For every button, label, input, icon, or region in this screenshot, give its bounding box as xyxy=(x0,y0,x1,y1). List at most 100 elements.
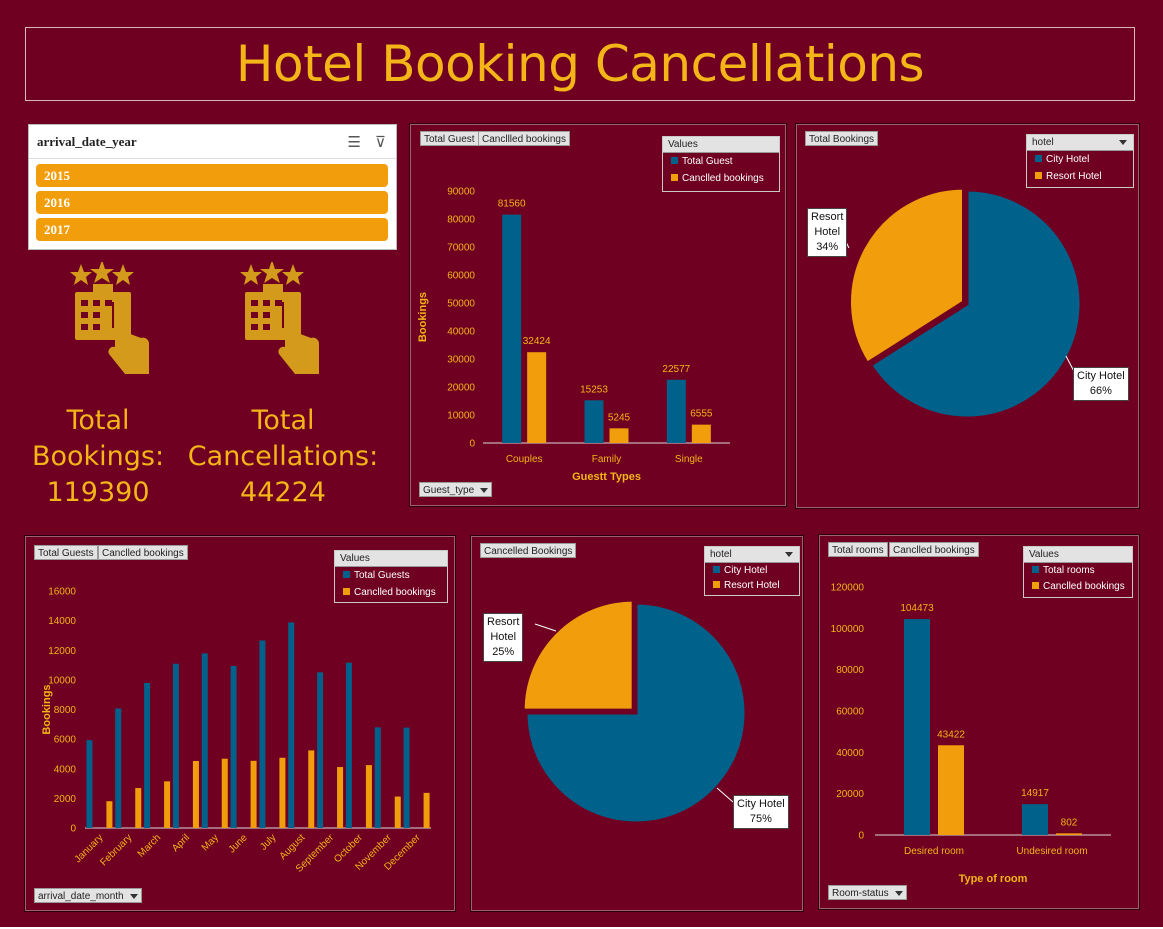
guest-type-filter-dropdown[interactable]: Guest_type xyxy=(419,482,493,497)
x-tick-label: May xyxy=(200,832,221,853)
hotel-filter-dropdown[interactable]: hotel xyxy=(705,547,799,563)
legend-item: Canclled bookings xyxy=(1024,579,1132,595)
pie2-legend[interactable]: hotel City Hotel Resort Hotel xyxy=(704,546,800,596)
data-label: 22577 xyxy=(662,364,690,375)
monthly-bookings-chart-panel: 0 2000 4000 6000 8000 10000 12000 14000 16000 Jan… xyxy=(24,535,456,912)
year-slicer[interactable]: arrival_date_year ☰ ⊽ 2015 2016 2017 xyxy=(28,124,397,250)
legend-title: Values xyxy=(663,137,779,153)
y-tick-label: 30000 xyxy=(447,355,475,366)
y-tick-label: 20000 xyxy=(836,789,864,800)
bar-canclled-bookings xyxy=(337,767,344,828)
legend-item: Total Guest xyxy=(663,153,779,170)
x-axis-title: Type of room xyxy=(959,873,1028,885)
y-tick-label: 20000 xyxy=(447,383,475,394)
kpi-total-cancellations: Total Cancellations: 44224 xyxy=(183,403,383,511)
pie-slice-resort-hotel xyxy=(521,598,635,712)
bar-canclled-bookings xyxy=(192,760,199,828)
data-label: 14917 xyxy=(1021,788,1049,799)
bar-canclled-bookings xyxy=(394,796,401,828)
y-tick-label: 10000 xyxy=(447,411,475,422)
kpi-total-bookings: Total Bookings: 119390 xyxy=(18,403,178,511)
slicer-item-2015[interactable]: 2015 xyxy=(36,164,388,187)
bar-canclled-bookings xyxy=(250,760,257,828)
y-tick-label: 60000 xyxy=(836,707,864,718)
field-button-total-rooms[interactable]: Total rooms xyxy=(828,542,888,557)
field-button-total-bookings[interactable]: Total Bookings xyxy=(805,131,879,146)
data-label: 6555 xyxy=(690,409,713,420)
bar-total-guest xyxy=(584,400,604,443)
bar-canclled-bookings xyxy=(164,781,171,828)
bar-canclled-bookings xyxy=(691,424,711,443)
bar-canclled-bookings xyxy=(106,801,113,828)
y-axis-title: Bookings xyxy=(417,292,429,342)
x-tick-label: Couples xyxy=(506,454,543,465)
pie1-legend[interactable]: hotel City Hotel Resort Hotel xyxy=(1026,134,1134,188)
bar-total-guests xyxy=(374,727,381,828)
x-tick-label: June xyxy=(227,832,250,855)
room-status-bar-chart: 0 20000 40000 60000 80000 100000 120000 104473 4… xyxy=(831,583,1111,885)
guest-chart-legend: Values Total Guest Canclled bookings xyxy=(662,136,780,192)
y-tick-label: 60000 xyxy=(447,271,475,282)
y-tick-label: 16000 xyxy=(48,587,76,598)
field-button-cancelled[interactable]: Canclled bookings xyxy=(889,542,979,557)
pie-slice-city-hotel xyxy=(868,188,1083,420)
data-label: 15253 xyxy=(580,384,608,395)
hotel-cancel-icon xyxy=(240,262,320,374)
y-tick-label: 90000 xyxy=(447,187,475,198)
x-axis-title: Guestt Types xyxy=(572,471,641,483)
bar-canclled-bookings xyxy=(221,758,228,828)
y-tick-label: 12000 xyxy=(48,646,76,657)
total-bookings-pie-chart xyxy=(840,186,1083,420)
bar-total-guests xyxy=(172,663,179,828)
city-hotel-callout: City Hotel 75% xyxy=(733,795,789,829)
kpi-value: 44224 xyxy=(240,477,326,508)
y-tick-label: 80000 xyxy=(836,665,864,676)
city-hotel-callout: City Hotel 66% xyxy=(1073,367,1129,401)
kpi-value: 119390 xyxy=(46,477,150,508)
room-status-filter-dropdown[interactable]: Room-status xyxy=(828,885,907,900)
guest-type-chart-panel: 0 10000 20000 30000 40000 50000 60000 70000 8000… xyxy=(409,123,787,507)
resort-hotel-callout: Resort Hotel 25% xyxy=(483,613,524,662)
x-tick-label: Desired room xyxy=(904,846,964,857)
bar-total-guests xyxy=(317,672,324,828)
field-button-cancelled[interactable]: Canclled bookings xyxy=(98,545,188,560)
y-tick-label: 100000 xyxy=(831,624,865,635)
y-tick-label: 120000 xyxy=(831,583,865,594)
y-tick-label: 2000 xyxy=(54,794,77,805)
pie-slice-city-hotel xyxy=(524,601,748,825)
legend-item: Total rooms xyxy=(1024,563,1132,579)
bar-total-rooms xyxy=(1022,804,1048,835)
data-label: 104473 xyxy=(900,603,934,614)
title-banner: Hotel Booking Cancellations xyxy=(25,27,1135,101)
slicer-item-2016[interactable]: 2016 xyxy=(36,191,388,214)
field-button-total-guest[interactable]: Total Guest xyxy=(420,131,479,146)
dashboard-title: Hotel Booking Cancellations xyxy=(235,35,925,93)
field-button-cancelled[interactable]: Cancllled bookings xyxy=(478,131,570,146)
guest-type-bar-chart: 0 10000 20000 30000 40000 50000 60000 70000 8000… xyxy=(417,187,730,483)
slicer-item-2017[interactable]: 2017 xyxy=(36,218,388,241)
bar-total-guests xyxy=(86,740,93,828)
data-label: 5245 xyxy=(608,412,631,423)
multi-select-icon[interactable]: ☰ xyxy=(347,134,361,151)
hotel-booking-icon xyxy=(70,262,150,374)
y-tick-label: 0 xyxy=(469,439,475,450)
month-filter-dropdown[interactable]: arrival_date_month xyxy=(34,888,142,903)
legend-item: Canclled bookings xyxy=(335,584,447,601)
field-button-total-guests[interactable]: Total Guests xyxy=(34,545,98,560)
bar-canclled-bookings xyxy=(365,765,372,828)
bar-total-guest xyxy=(502,214,522,443)
hotel-filter-dropdown[interactable]: hotel xyxy=(1027,135,1133,151)
kpi-label: Total xyxy=(66,405,130,436)
bar-total-guests xyxy=(288,622,295,828)
clear-filter-icon[interactable]: ⊽ xyxy=(375,134,386,151)
y-tick-label: 10000 xyxy=(48,675,76,686)
bar-total-rooms xyxy=(904,619,930,835)
y-tick-label: 8000 xyxy=(54,705,77,716)
field-button-cancelled-bookings[interactable]: Cancelled Bookings xyxy=(480,543,577,558)
y-axis-title: Bookings xyxy=(41,684,53,734)
kpi-label: Bookings: xyxy=(31,441,165,472)
bar-total-guests xyxy=(201,653,208,828)
legend-item: City Hotel xyxy=(1027,151,1133,168)
bar-canclled-bookings xyxy=(527,352,547,443)
